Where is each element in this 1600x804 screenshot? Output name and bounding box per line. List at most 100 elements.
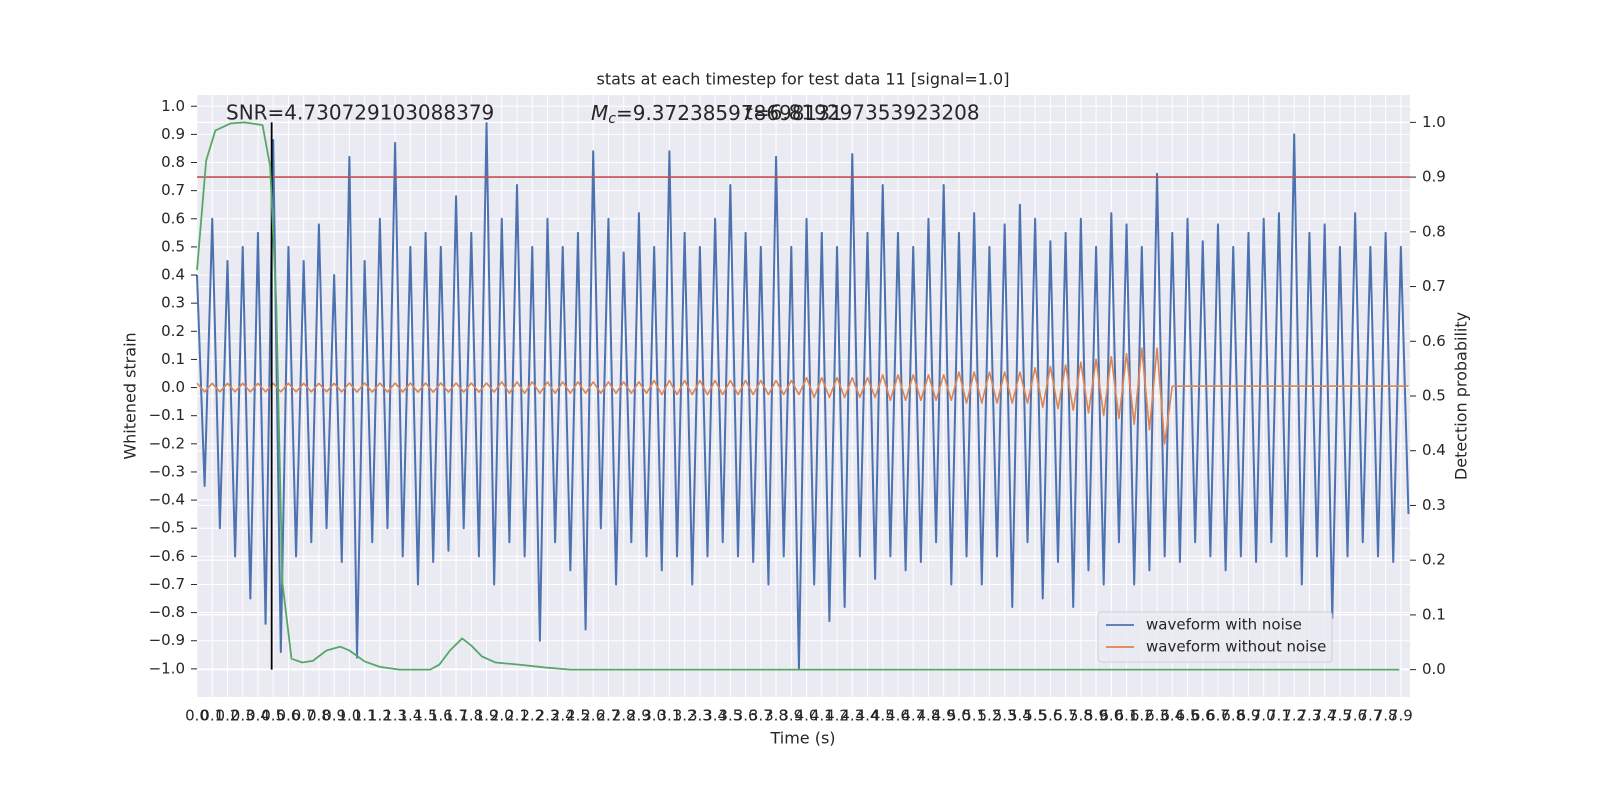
- x-tick-label: 4.1: [810, 707, 834, 725]
- x-tick-label: 3.9: [779, 707, 803, 725]
- snr-annotation: SNR=4.730729103088379: [226, 101, 494, 125]
- x-tick-label: 7.5: [1328, 707, 1352, 725]
- x-tick-label: 6.3: [1145, 707, 1169, 725]
- x-tick-label: 3.2: [673, 707, 697, 725]
- x-tick-label: 4.2: [825, 707, 849, 725]
- y-tick-label: 0.9: [161, 125, 185, 143]
- x-tick-label: 5.0: [947, 707, 971, 725]
- x-tick-label: 3.4: [703, 707, 727, 725]
- x-tick-label: 0.0: [185, 707, 209, 725]
- x-tick-label: 3.3: [688, 707, 712, 725]
- x-tick-label: 0.8: [307, 707, 331, 725]
- x-tick-label: 4.5: [871, 707, 895, 725]
- x-tick-label: 3.6: [734, 707, 758, 725]
- x-tick-label: 3.7: [749, 707, 773, 725]
- mc-value: =9.372385978698131: [616, 101, 843, 125]
- x-tick-label: 2.4: [551, 707, 575, 725]
- x-tick-label: 0.5: [261, 707, 285, 725]
- x-tick-label: 2.3: [536, 707, 560, 725]
- x-tick-label: 3.0: [642, 707, 666, 725]
- x-tick-label: 5.7: [1054, 707, 1078, 725]
- x-tick-label: 5.5: [1023, 707, 1047, 725]
- x-tick-label: 4.0: [795, 707, 819, 725]
- x-tick-label: 7.8: [1374, 707, 1398, 725]
- x-tick-label: 4.7: [901, 707, 925, 725]
- y-tick-label: −0.2: [149, 434, 185, 452]
- y2-tick-label: 0.8: [1422, 222, 1446, 240]
- y-tick-label: 0.3: [161, 294, 185, 312]
- x-tick-label: 1.7: [444, 707, 468, 725]
- x-tick-label: 1.8: [459, 707, 483, 725]
- x-tick-label: 2.5: [566, 707, 590, 725]
- x-tick-label: 5.1: [962, 707, 986, 725]
- x-tick-label: 4.4: [856, 707, 880, 725]
- y-tick-label: −0.3: [149, 462, 185, 480]
- x-tick-label: 0.4: [246, 707, 270, 725]
- x-tick-label: 0.3: [231, 707, 255, 725]
- x-tick-label: 6.5: [1176, 707, 1200, 725]
- y-tick-label: 0.5: [161, 237, 185, 255]
- x-tick-label: 7.7: [1358, 707, 1382, 725]
- legend-box: [1097, 611, 1333, 663]
- x-axis-label: Time (s): [769, 729, 835, 748]
- x-tick-label: 0.6: [277, 707, 301, 725]
- x-tick-label: 2.0: [490, 707, 514, 725]
- x-tick-label: 1.4: [398, 707, 422, 725]
- y2-tick-label: 0.7: [1422, 277, 1446, 295]
- x-tick-label: 3.5: [718, 707, 742, 725]
- legend-label: waveform with noise: [1146, 616, 1302, 634]
- y-tick-label: −0.9: [149, 631, 185, 649]
- y-tick-label: 1.0: [161, 97, 185, 115]
- y2-axis-label: Detection probability: [1452, 312, 1471, 480]
- x-tick-label: 6.8: [1221, 707, 1245, 725]
- y-tick-label: −0.6: [149, 547, 185, 565]
- detection-line: [196, 121, 1400, 671]
- x-tick-label: 1.2: [368, 707, 392, 725]
- x-tick-label: 5.2: [977, 707, 1001, 725]
- series-line: [196, 347, 1409, 445]
- x-tick-label: 6.4: [1160, 707, 1184, 725]
- y2-tick-label: 0.2: [1422, 551, 1446, 569]
- x-tick-label: 5.9: [1084, 707, 1108, 725]
- x-tick-label: 7.9: [1389, 707, 1413, 725]
- x-tick-label: 7.1: [1267, 707, 1291, 725]
- y-tick-label: 0.7: [161, 181, 185, 199]
- x-tick-label: 2.6: [581, 707, 605, 725]
- chart-title: stats at each timestep for test data 11 …: [597, 70, 1010, 89]
- x-tick-label: 6.7: [1206, 707, 1230, 725]
- x-tick-label: 5.6: [1038, 707, 1062, 725]
- x-tick-label: 1.1: [353, 707, 377, 725]
- mc-annotation: Mc=9.372385978698131: [591, 101, 843, 128]
- mc-subscript: c: [608, 111, 616, 127]
- x-tick-label: 4.3: [840, 707, 864, 725]
- x-tick-label: 4.8: [917, 707, 941, 725]
- x-tick-label: 2.2: [520, 707, 544, 725]
- x-tick-label: 1.3: [383, 707, 407, 725]
- x-tick-label: 1.6: [429, 707, 453, 725]
- y2-tick-label: 0.6: [1422, 332, 1446, 350]
- x-tick-label: 5.4: [1008, 707, 1032, 725]
- y2-tick-label: 0.1: [1422, 605, 1446, 623]
- t-annotation: t=6.819297353923208: [745, 101, 980, 125]
- x-tick-label: 6.2: [1130, 707, 1154, 725]
- x-tick-label: 1.9: [475, 707, 499, 725]
- x-tick-label: 0.2: [216, 707, 240, 725]
- y-tick-label: 0.0: [161, 378, 185, 396]
- mc-symbol: M: [591, 101, 608, 125]
- series-line: [196, 122, 1410, 670]
- x-tick-label: 4.6: [886, 707, 910, 725]
- x-tick-label: 1.0: [337, 707, 361, 725]
- x-tick-label: 7.3: [1297, 707, 1321, 725]
- y-tick-label: 0.8: [161, 153, 185, 171]
- y-tick-label: −1.0: [149, 659, 185, 677]
- x-tick-label: 2.7: [597, 707, 621, 725]
- x-tick-label: 0.1: [200, 707, 224, 725]
- x-tick-label: 7.4: [1313, 707, 1337, 725]
- x-tick-label: 3.8: [764, 707, 788, 725]
- legend-label: waveform without noise: [1146, 638, 1326, 656]
- x-tick-label: 1.5: [414, 707, 438, 725]
- y-tick-label: −0.4: [149, 491, 185, 509]
- x-tick-label: 6.9: [1237, 707, 1261, 725]
- x-tick-label: 4.9: [932, 707, 956, 725]
- x-tick-label: 6.1: [1115, 707, 1139, 725]
